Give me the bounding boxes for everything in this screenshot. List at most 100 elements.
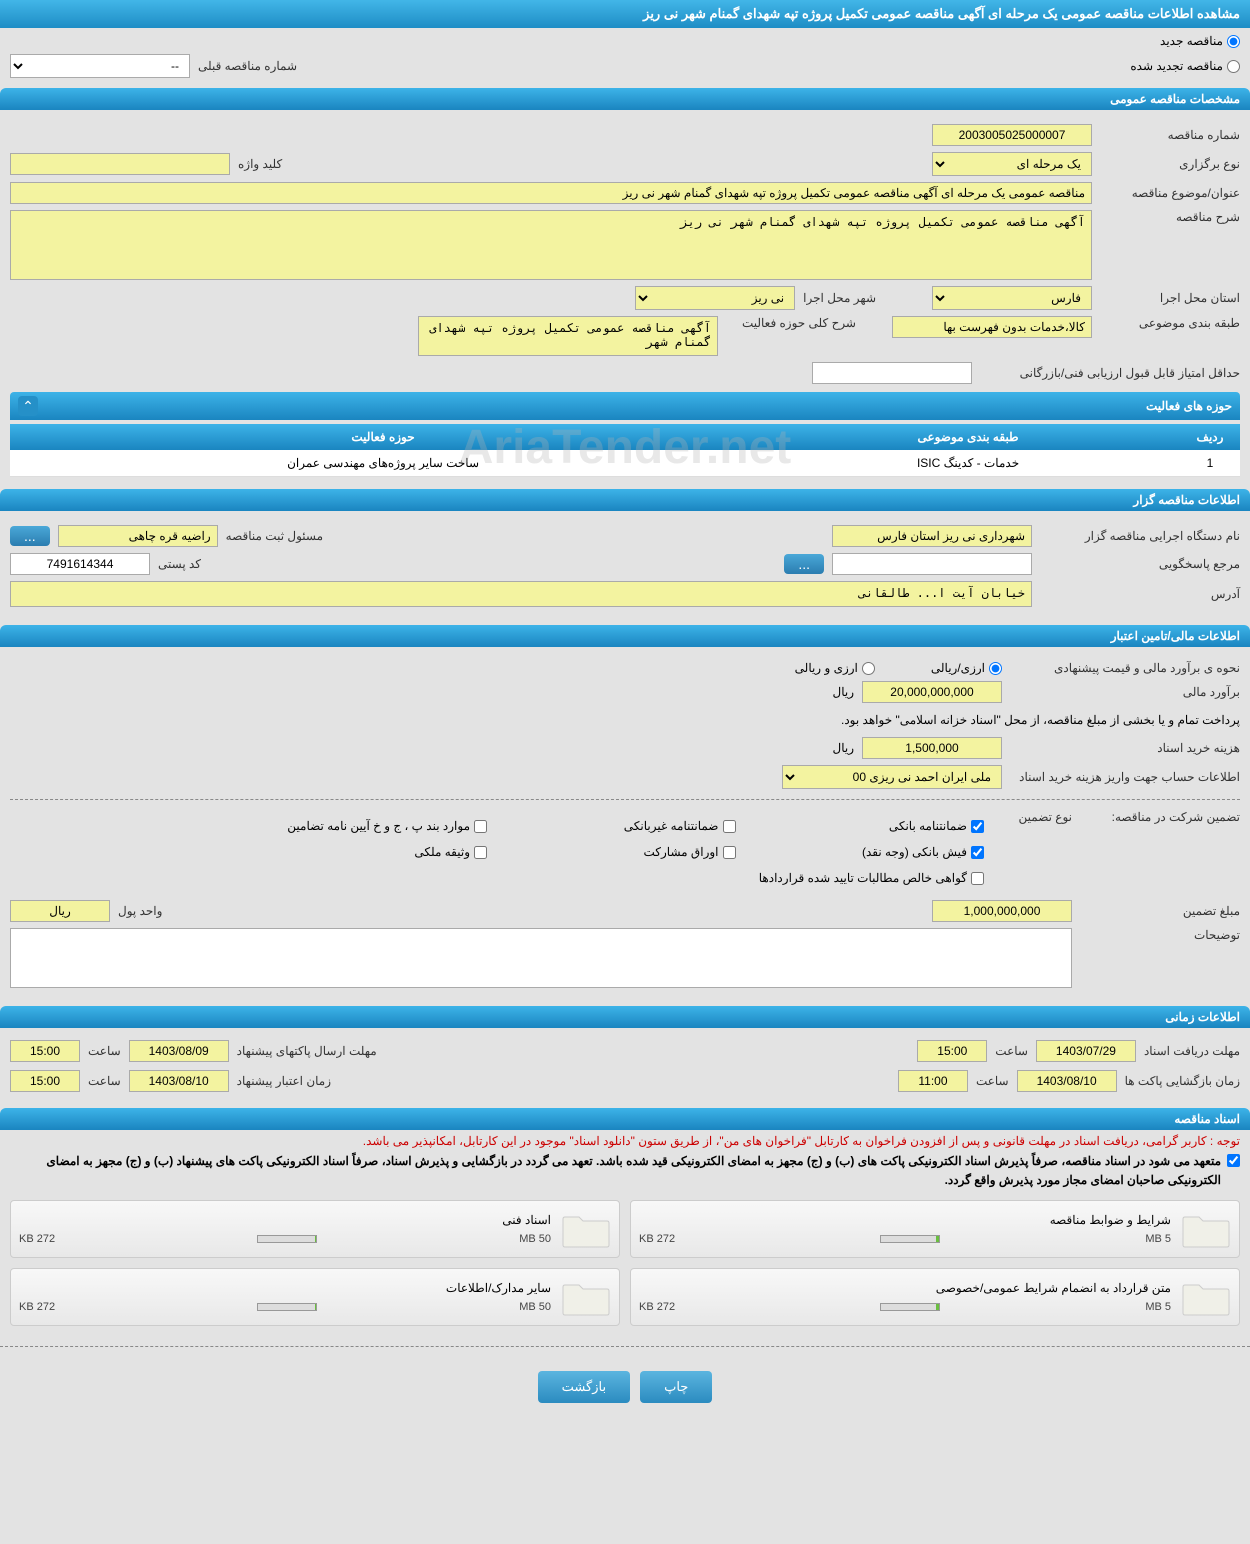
- category-label: طبقه بندی موضوعی: [1100, 316, 1240, 330]
- activities-header: حوزه های فعالیت: [1146, 399, 1232, 413]
- city-select[interactable]: نی ریز: [635, 286, 795, 310]
- doc-used: 272 KB: [639, 1301, 675, 1313]
- cb-bank-guarantee[interactable]: [971, 820, 984, 833]
- doc-title: اسناد فنی: [19, 1213, 551, 1227]
- holding-type-select[interactable]: یک مرحله ای: [932, 152, 1092, 176]
- org-label: نام دستگاه اجرایی مناقصه گزار: [1040, 529, 1240, 543]
- cb-receivables[interactable]: [971, 872, 984, 885]
- doc-total: 50 MB: [519, 1233, 551, 1245]
- keyword-label: کلید واژه: [238, 157, 282, 171]
- radio-rial-label: ارزی/ریالی: [931, 661, 985, 675]
- time-label-3: ساعت: [976, 1074, 1009, 1088]
- prev-tender-label: شماره مناقصه قبلی: [198, 59, 297, 73]
- page-title: مشاهده اطلاعات مناقصه عمومی یک مرحله ای …: [0, 0, 1250, 28]
- back-button[interactable]: بازگشت: [538, 1371, 630, 1403]
- cb-cash[interactable]: [971, 846, 984, 859]
- radio-new-tender[interactable]: [1227, 35, 1240, 48]
- valid-time: 15:00: [10, 1070, 80, 1092]
- size-bar: [257, 1235, 317, 1243]
- notes-textarea[interactable]: [10, 928, 1072, 988]
- holding-type-label: نوع برگزاری: [1100, 157, 1240, 171]
- currency-value: ریال: [10, 900, 110, 922]
- radio-rial[interactable]: [989, 662, 1002, 675]
- cb-regulation[interactable]: [474, 820, 487, 833]
- cb-nonbank[interactable]: [723, 820, 736, 833]
- tender-no-value: 2003005025000007: [932, 124, 1092, 146]
- doc-title: شرایط و ضوابط مناقصه: [639, 1213, 1171, 1227]
- doc-used: 272 KB: [19, 1301, 55, 1313]
- est-label: برآورد مالی: [1010, 685, 1240, 699]
- size-bar: [257, 1303, 317, 1311]
- resp-lookup-button[interactable]: ...: [784, 554, 824, 574]
- folder-icon: [1181, 1277, 1231, 1317]
- deadline-send-date: 1403/08/09: [129, 1040, 229, 1062]
- cb-property[interactable]: [474, 846, 487, 859]
- tender-desc-textarea[interactable]: آگهی مناقصه عمومی تکمیل پروژه تپه شهدای …: [10, 210, 1092, 280]
- est-method-label: نحوه ی برآورد مالی و قیمت پیشنهادی: [1010, 661, 1240, 675]
- divider-bottom: [0, 1346, 1250, 1347]
- doc-total: 5 MB: [1145, 1301, 1171, 1313]
- size-bar: [880, 1235, 940, 1243]
- province-select[interactable]: فارس: [932, 286, 1092, 310]
- doc-title: متن قرارداد به انضمام شرایط عمومی/خصوصی: [639, 1281, 1171, 1295]
- section-org-header: اطلاعات مناقصه گزار: [0, 489, 1250, 511]
- time-label-4: ساعت: [88, 1074, 121, 1088]
- deadline-doc-time: 15:00: [917, 1040, 987, 1062]
- postal-label: کد پستی: [158, 557, 201, 571]
- min-score-input[interactable]: [812, 362, 972, 384]
- section-general-header: مشخصات مناقصه عمومی: [0, 88, 1250, 110]
- cb2-label: ضمانتنامه غیربانکی: [624, 819, 719, 833]
- guarantee-amt-label: مبلغ تضمین: [1080, 904, 1240, 918]
- time-label-1: ساعت: [995, 1044, 1028, 1058]
- address-textarea[interactable]: خیابان آیت ا... طالقانی: [10, 581, 1032, 607]
- doc-card-2[interactable]: اسناد فنی 50 MB 272 KB: [10, 1200, 620, 1258]
- tender-title-label: عنوان/موضوع مناقصه: [1100, 186, 1240, 200]
- cb5-label: اوراق مشارکت: [644, 845, 719, 859]
- collapse-icon[interactable]: ⌃: [18, 396, 38, 416]
- activity-desc-textarea[interactable]: آگهی مناقصه عمومی تکمیل پروژه تپه شهدای …: [418, 316, 718, 356]
- folder-icon: [1181, 1209, 1231, 1249]
- print-button[interactable]: چاپ: [640, 1371, 712, 1403]
- divider: [10, 799, 1240, 800]
- currency-label: واحد پول: [118, 904, 162, 918]
- account-label: اطلاعات حساب جهت واریز هزینه خرید اسناد: [1010, 770, 1240, 784]
- col-activity: حوزه فعالیت: [10, 424, 756, 450]
- section-finance-header: اطلاعات مالی/تامین اعتبار: [0, 625, 1250, 647]
- doc-card-1[interactable]: شرایط و ضوابط مناقصه 5 MB 272 KB: [630, 1200, 1240, 1258]
- tender-no-label: شماره مناقصه: [1100, 128, 1240, 142]
- province-label: استان محل اجرا: [1100, 291, 1240, 305]
- col-row: ردیف: [1180, 424, 1240, 450]
- col-category: طبقه بندی موضوعی: [756, 424, 1180, 450]
- doc-card-4[interactable]: سایر مدارک/اطلاعات 50 MB 272 KB: [10, 1268, 620, 1326]
- doc-card-3[interactable]: متن قرارداد به انضمام شرایط عمومی/خصوصی …: [630, 1268, 1240, 1326]
- account-select[interactable]: ملی ایران احمد نی ریزی 00: [782, 765, 1002, 789]
- pay-note: پرداخت تمام و یا بخشی از مبلغ مناقصه، از…: [10, 709, 1240, 731]
- radio-both[interactable]: [862, 662, 875, 675]
- open-time: 11:00: [898, 1070, 968, 1092]
- cb1-label: ضمانتنامه بانکی: [889, 819, 967, 833]
- rial-unit: ریال: [832, 685, 854, 699]
- prev-tender-select[interactable]: --: [10, 54, 190, 78]
- radio-renewed-label: مناقصه تجدید شده: [1130, 59, 1223, 73]
- commitment-checkbox[interactable]: [1227, 1154, 1240, 1167]
- open-label: زمان بازگشایی پاکت ها: [1125, 1074, 1240, 1088]
- valid-date: 1403/08/10: [129, 1070, 229, 1092]
- valid-label: زمان اعتبار پیشنهاد: [237, 1074, 331, 1088]
- guarantee-label: تضمین شرکت در مناقصه:: [1080, 810, 1240, 824]
- org-value: شهرداری نی ریز استان فارس: [832, 525, 1032, 547]
- est-value: 20,000,000,000: [862, 681, 1002, 703]
- resp-input[interactable]: [832, 553, 1032, 575]
- open-date: 1403/08/10: [1017, 1070, 1117, 1092]
- radio-renewed-tender[interactable]: [1227, 60, 1240, 73]
- cb-bonds[interactable]: [723, 846, 736, 859]
- section-time-header: اطلاعات زمانی: [0, 1006, 1250, 1028]
- doc-fee-value: 1,500,000: [862, 737, 1002, 759]
- table-row: 1 خدمات - کدینگ ISIC ساخت سایر پروژه‌های…: [10, 450, 1240, 477]
- doc-fee-label: هزینه خرید اسناد: [1010, 741, 1240, 755]
- deadline-send-time: 15:00: [10, 1040, 80, 1062]
- doc-total: 50 MB: [519, 1301, 551, 1313]
- city-label: شهر محل اجرا: [803, 291, 876, 305]
- registrar-lookup-button[interactable]: ...: [10, 526, 50, 546]
- keyword-input[interactable]: [10, 153, 230, 175]
- tender-desc-label: شرح مناقصه: [1100, 210, 1240, 224]
